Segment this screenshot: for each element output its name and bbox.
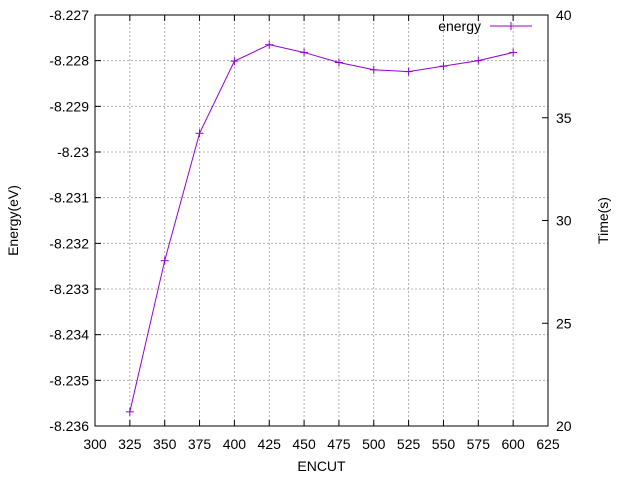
energy-data-point xyxy=(160,256,169,265)
series-layer xyxy=(125,40,518,416)
y-tick-label: -8.233 xyxy=(49,281,89,297)
x-tick-label: 475 xyxy=(327,436,351,452)
energy-data-point xyxy=(300,48,309,57)
y-tick-label: -8.23 xyxy=(57,144,89,160)
energy-data-point xyxy=(265,40,274,49)
x-tick-label: 500 xyxy=(362,436,386,452)
x-tick-label: 625 xyxy=(536,436,560,452)
energy-data-point xyxy=(509,48,518,57)
x-tick-label: 575 xyxy=(467,436,491,452)
x-tick-label: 325 xyxy=(118,436,142,452)
x-tick-label: 525 xyxy=(397,436,421,452)
ticks xyxy=(94,14,549,427)
energy-data-point xyxy=(334,58,343,67)
x-tick-label: 300 xyxy=(83,436,107,452)
y-axis-tick-labels: -8.227 -8.228 -8.229 -8.23 -8.231 -8.232 -8.23… xyxy=(49,7,89,434)
y2-tick-label: 25 xyxy=(556,315,572,331)
y-tick-label: -8.227 xyxy=(49,7,89,23)
y2-tick-label: 20 xyxy=(556,418,572,434)
legend-marker xyxy=(507,22,515,30)
energy-data-point xyxy=(474,56,483,65)
energy-series-line xyxy=(129,44,514,412)
energy-data-point xyxy=(439,62,448,71)
y2-tick-label: 30 xyxy=(556,213,572,229)
x-tick-label: 400 xyxy=(223,436,247,452)
energy-data-point xyxy=(404,67,413,76)
x-tick-label: 550 xyxy=(432,436,456,452)
y-tick-label: -8.232 xyxy=(49,235,89,251)
y-tick-label: -8.229 xyxy=(49,98,89,114)
y2-tick-label: 40 xyxy=(556,7,572,23)
y-tick-label: -8.234 xyxy=(49,327,89,343)
y2-axis-label: Time(s) xyxy=(595,197,611,244)
y-tick-label: -8.228 xyxy=(49,53,89,69)
y2-axis-tick-labels: 40 35 30 25 20 xyxy=(556,7,572,434)
energy-data-point xyxy=(195,129,204,138)
x-tick-label: 450 xyxy=(292,436,316,452)
x-tick-label: 375 xyxy=(188,436,212,452)
y-tick-label: -8.235 xyxy=(49,372,89,388)
x-tick-label: 425 xyxy=(258,436,282,452)
x-tick-label: 600 xyxy=(501,436,525,452)
grid xyxy=(95,15,548,426)
y2-tick-label: 35 xyxy=(556,110,572,126)
energy-data-point xyxy=(230,57,239,66)
energy-data-point xyxy=(369,65,378,74)
x-axis-tick-labels: 300 325 350 375 400 425 450 475 500 525 550 575 600 6… xyxy=(83,436,560,452)
plot-frame xyxy=(94,14,549,427)
y-tick-label: -8.236 xyxy=(49,418,89,434)
y-tick-label: -8.231 xyxy=(49,190,89,206)
x-axis-label: ENCUT xyxy=(297,458,346,474)
legend-label: energy xyxy=(438,18,481,34)
energy-data-point xyxy=(125,407,134,416)
x-tick-label: 350 xyxy=(153,436,177,452)
legend: energy xyxy=(438,18,532,34)
y-axis-label: Energy(eV) xyxy=(5,185,21,256)
